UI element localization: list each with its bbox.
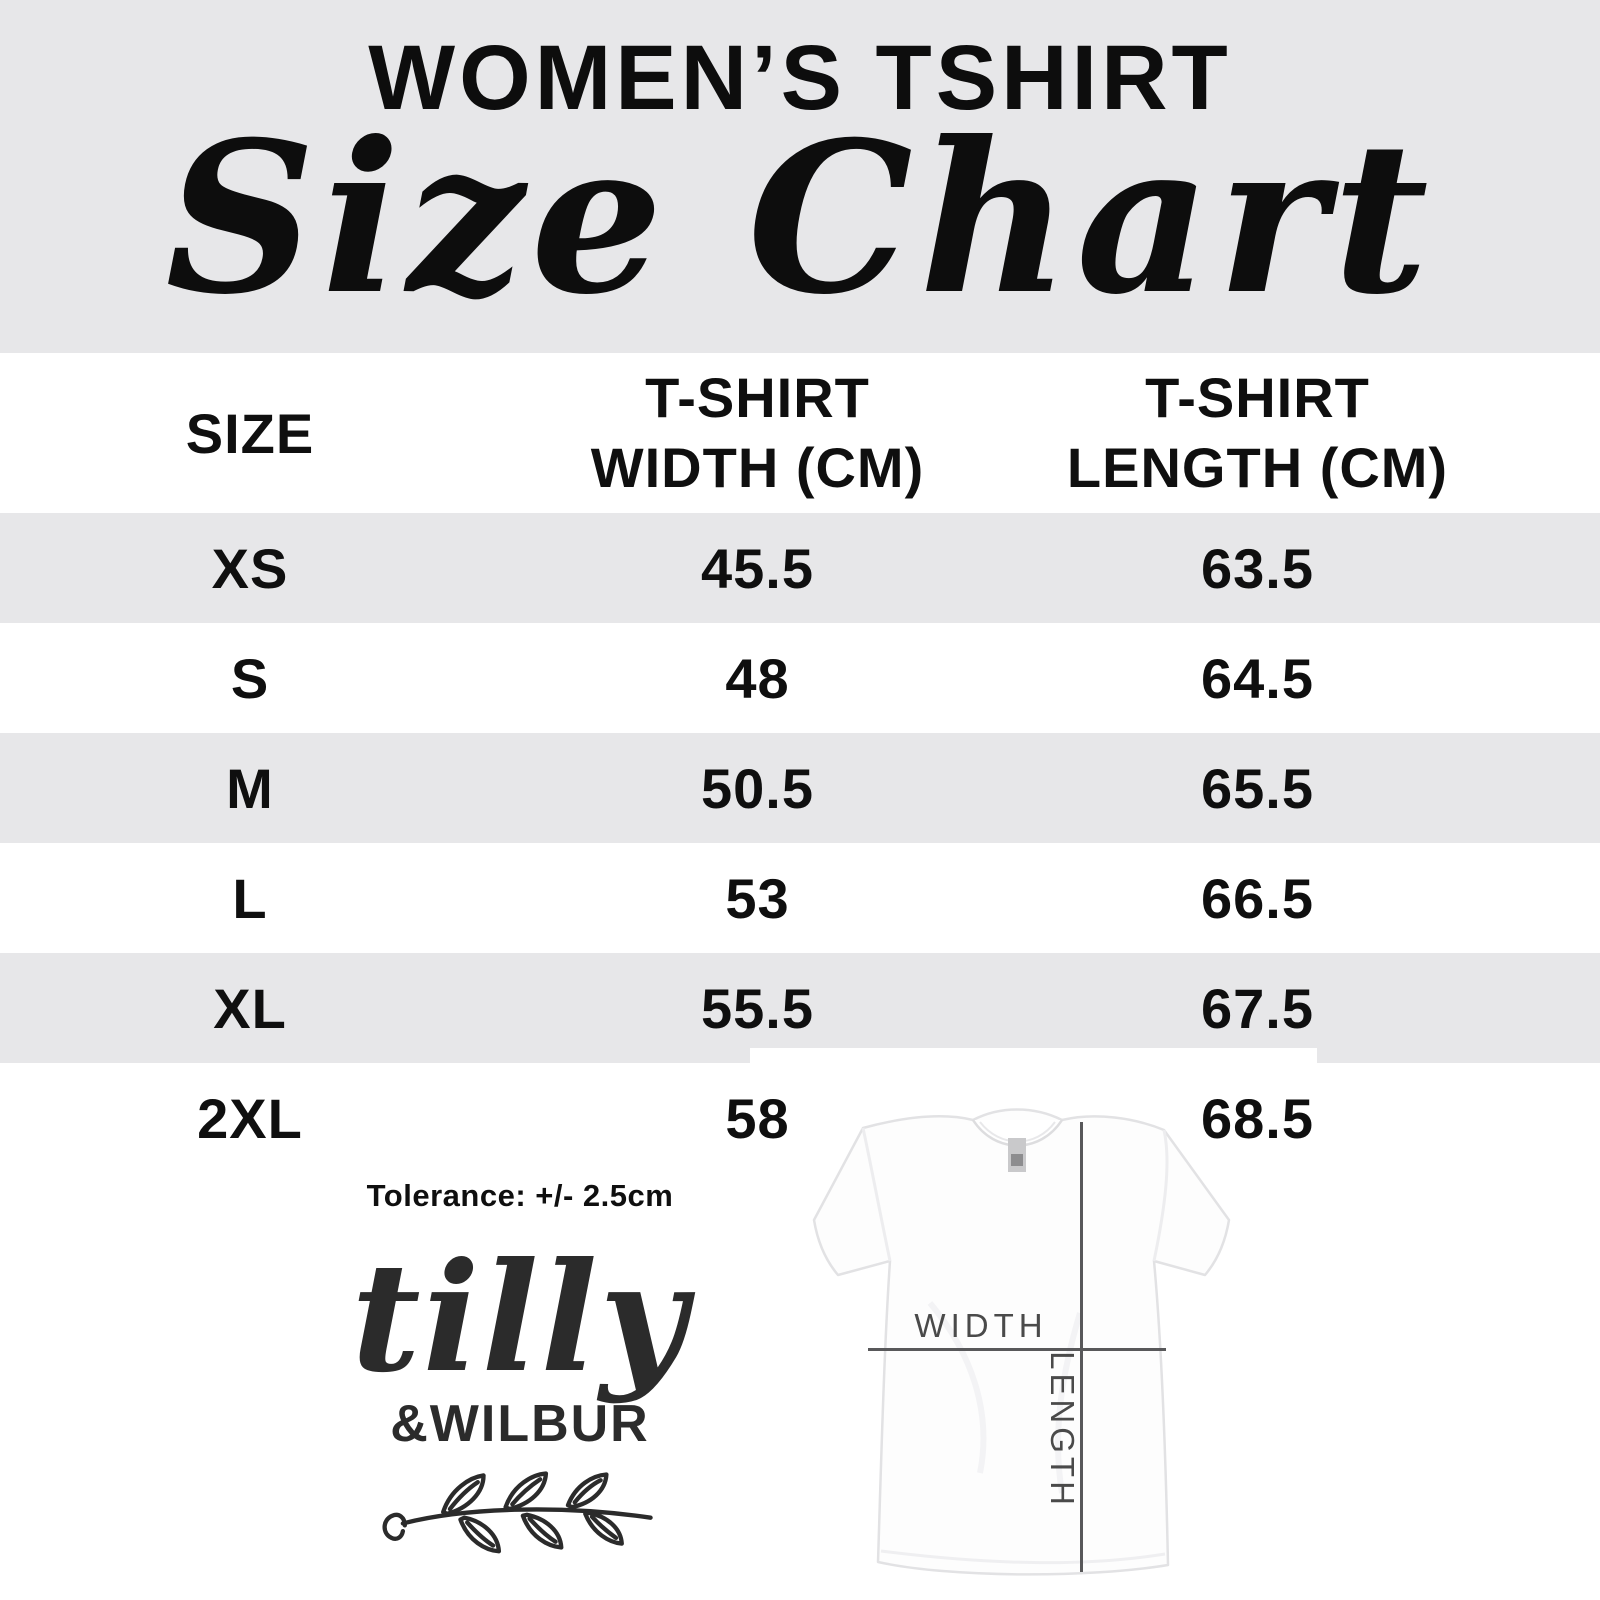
table-row-2xl: 2XL 58 68.5 — [0, 1063, 1600, 1173]
length-column-header: T-SHIRT LENGTH (CM) — [1015, 363, 1500, 503]
brand-logo-caps: &WILBUR — [390, 1395, 650, 1453]
length-cell: 64.5 — [1201, 646, 1314, 710]
brand-logo: tilly &WILBUR — [320, 1238, 720, 1563]
width-label: WIDTH — [914, 1307, 1048, 1344]
tshirt-image — [750, 1048, 1317, 1600]
tolerance-note: Tolerance: +/- 2.5cm — [366, 1178, 674, 1213]
table-row-s: S 48 64.5 — [0, 623, 1600, 733]
width-cell: 48 — [725, 646, 790, 710]
size-cell: M — [226, 756, 274, 820]
table-row-l: L 53 66.5 — [0, 843, 1600, 953]
table-row-m: M 50.5 65.5 — [0, 733, 1600, 843]
width-cell: 55.5 — [701, 976, 814, 1040]
length-label: LENGTH — [1044, 1351, 1081, 1509]
table-header-row: SIZE T-SHIRT WIDTH (CM) T-SHIRT LENGTH (… — [0, 353, 1600, 513]
size-cell: XL — [213, 976, 287, 1040]
width-column-header: T-SHIRT WIDTH (CM) — [500, 363, 1015, 503]
size-cell: 2XL — [197, 1086, 303, 1150]
size-cell: L — [232, 866, 268, 930]
page-title: Size Chart — [165, 97, 1435, 341]
length-cell: 65.5 — [1201, 756, 1314, 820]
size-table: SIZE T-SHIRT WIDTH (CM) T-SHIRT LENGTH (… — [0, 353, 1600, 1173]
length-cell: 67.5 — [1201, 976, 1314, 1040]
width-cell: 53 — [725, 866, 790, 930]
size-cell: S — [230, 646, 270, 710]
width-column-header-line1: T-SHIRT — [645, 366, 870, 429]
size-column-header: SIZE — [185, 401, 315, 465]
brand-logo-script: tilly — [351, 1230, 689, 1406]
length-measure-line — [1080, 1122, 1083, 1572]
page-kicker: WOMEN’S TSHIRT — [368, 27, 1232, 129]
length-cell: 63.5 — [1201, 536, 1314, 600]
header-band: WOMEN’S TSHIRT Size Chart — [0, 0, 1600, 353]
width-measure-line — [868, 1348, 1166, 1351]
table-row-xs: XS 45.5 63.5 — [0, 513, 1600, 623]
width-column-header-line2: WIDTH (CM) — [590, 436, 925, 499]
width-cell: 45.5 — [701, 536, 814, 600]
width-cell: 58 — [725, 1086, 790, 1150]
length-cell: 66.5 — [1201, 866, 1314, 930]
tshirt-measurement-diagram: WIDTH LENGTH — [750, 1048, 1317, 1600]
length-column-header-line2: LENGTH (CM) — [1066, 436, 1449, 499]
table-row-xl: XL 55.5 67.5 — [0, 953, 1600, 1063]
length-column-header-line1: T-SHIRT — [1145, 366, 1370, 429]
width-cell: 50.5 — [701, 756, 814, 820]
length-cell: 68.5 — [1201, 1086, 1314, 1150]
laurel-branch-icon — [320, 1462, 720, 1563]
size-cell: XS — [211, 536, 289, 600]
